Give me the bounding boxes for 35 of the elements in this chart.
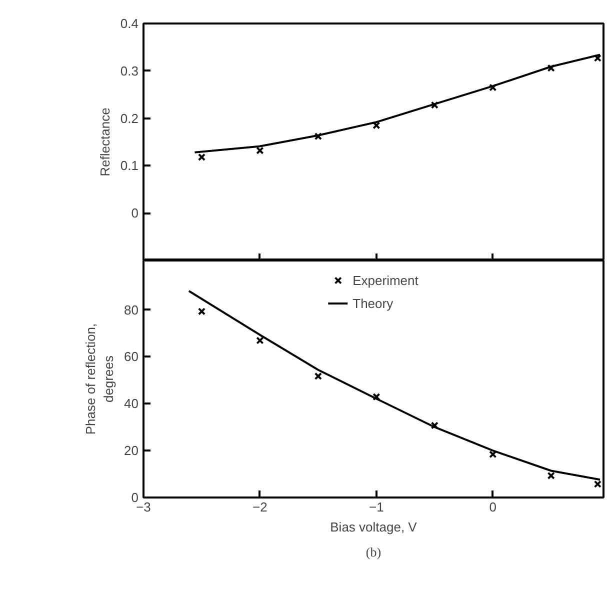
- y-tick-label: 0.3: [120, 63, 139, 78]
- x-tick-label: −2: [252, 500, 268, 514]
- point: [489, 450, 497, 458]
- point: [547, 472, 555, 480]
- y-tick-label: 0.2: [120, 110, 139, 126]
- point: [198, 153, 206, 161]
- point: [594, 54, 602, 62]
- point: [594, 480, 602, 488]
- y-tick-label: 40: [124, 396, 139, 412]
- point: [547, 64, 555, 72]
- point: [256, 336, 264, 344]
- x-tick-label: 0: [489, 500, 496, 514]
- y-tick-label: 0.4: [120, 16, 139, 31]
- y-tick-label: 0: [131, 490, 139, 505]
- legend-label: Experiment: [352, 272, 418, 288]
- y-tick-label: 0.1: [120, 158, 139, 174]
- point: [256, 146, 264, 154]
- y-tick-label: 20: [124, 443, 139, 458]
- y-tick-label: 80: [124, 302, 139, 318]
- point: [430, 422, 438, 430]
- y-tick-label: 60: [124, 349, 139, 364]
- point: [314, 132, 322, 140]
- point: [489, 84, 497, 92]
- point: [314, 372, 322, 380]
- point: [430, 101, 438, 109]
- y-axis-title: Reflectance: [97, 108, 112, 176]
- x-axis-title: Bias voltage, V: [330, 520, 418, 534]
- y-axis-title: Phase of reflection, degrees: [83, 323, 116, 435]
- point: [372, 122, 380, 130]
- point: [198, 308, 206, 316]
- y-tick-label: 0: [131, 206, 139, 221]
- point: [372, 393, 380, 401]
- text: (b): [366, 544, 382, 560]
- legend-label: Theory: [352, 296, 394, 310]
- x-tick-label: −1: [369, 500, 384, 514]
